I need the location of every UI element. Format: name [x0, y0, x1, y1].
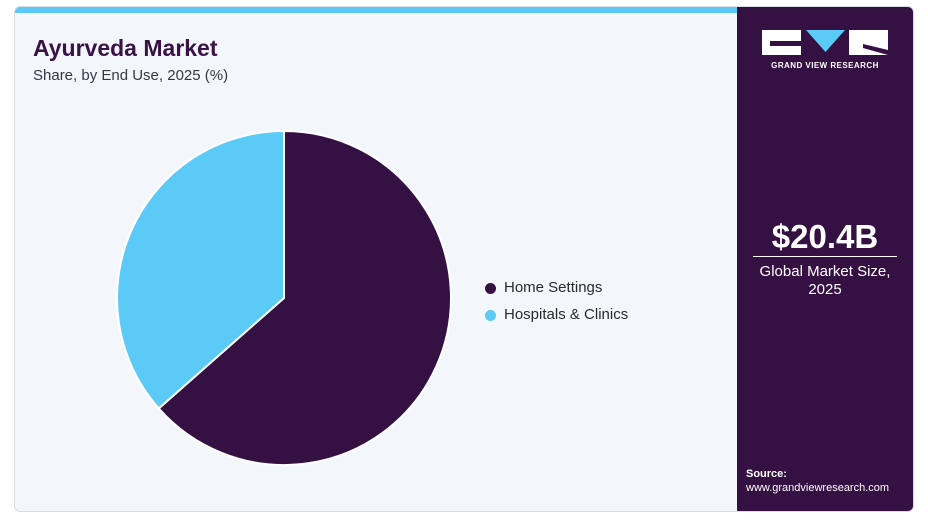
grand-view-research-logo: GRAND VIEW RESEARCH [762, 30, 888, 75]
legend-item-hospitals-clinics[interactable]: Hospitals & Clinics [485, 306, 628, 324]
chart-panel: Ayurveda Market Share, by End Use, 2025 … [15, 13, 737, 511]
market-size-label: Global Market Size, 2025 [759, 263, 891, 298]
market-summary-sidebar: GRAND VIEW RESEARCH $20.4B Global Market… [737, 7, 913, 511]
chart-legend: Home Settings Hospitals & Clinics [485, 279, 628, 333]
market-size-divider [753, 256, 897, 257]
market-report-card: Ayurveda Market Share, by End Use, 2025 … [14, 6, 914, 512]
legend-label-hospitals-clinics: Hospitals & Clinics [504, 306, 629, 323]
home-settings-swatch-icon [485, 282, 496, 294]
market-size-value: $20.4B [771, 218, 879, 255]
chart-subtitle: Share, by End Use, 2025 (%) [33, 67, 229, 84]
logo-text: GRAND VIEW RESEARCH [771, 61, 879, 70]
hospitals-clinics-swatch-icon [485, 309, 496, 321]
top-accent-bar [15, 7, 737, 13]
chart-title: Ayurveda Market [33, 35, 218, 61]
legend-item-home-settings[interactable]: Home Settings [485, 279, 628, 297]
legend-label-home-settings: Home Settings [504, 279, 603, 296]
pie-slice-home-settings[interactable] [157, 129, 452, 466]
source-label: Source: [746, 468, 787, 480]
source-link[interactable]: www.grandviewresearch.com [746, 482, 890, 494]
end-use-pie-chart [116, 129, 452, 466]
gvr-logo-icon [762, 30, 888, 55]
pie-slice-hospitals-clinics[interactable] [116, 129, 285, 410]
